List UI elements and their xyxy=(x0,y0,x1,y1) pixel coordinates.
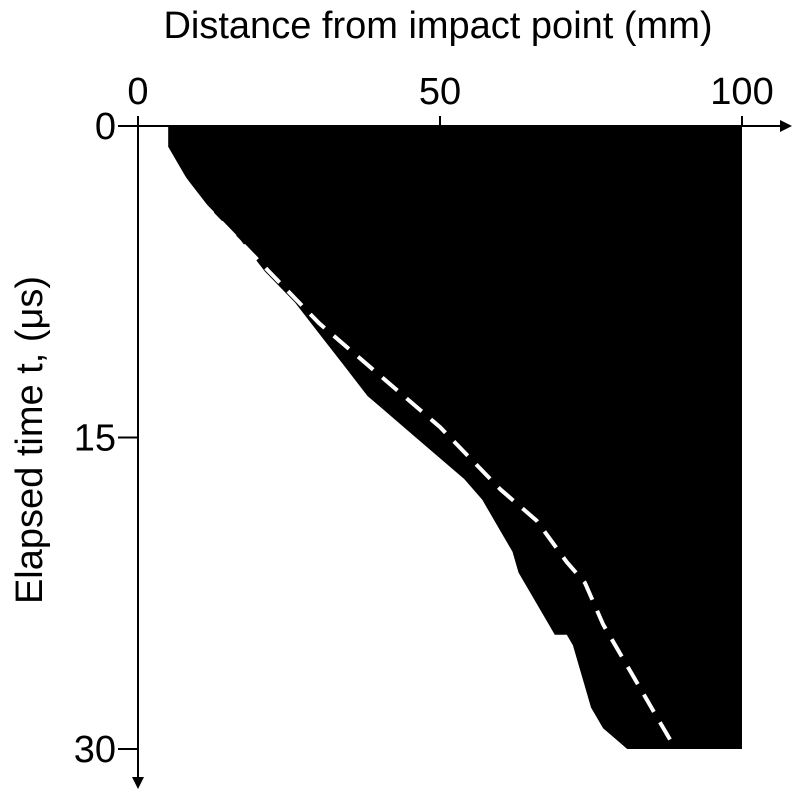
x-tick-label: 100 xyxy=(710,71,773,113)
y-tick-label: 0 xyxy=(95,106,116,148)
x-axis-arrow-icon xyxy=(780,120,792,132)
y-axis: 0 15 30 xyxy=(74,106,144,789)
x-tick-label: 50 xyxy=(419,71,461,113)
x-axis-title: Distance from impact point (mm) xyxy=(163,5,712,47)
plot-area xyxy=(160,126,742,751)
x-tick-label: 0 xyxy=(127,71,148,113)
y-axis-arrow-icon xyxy=(132,777,144,789)
y-tick-label: 30 xyxy=(74,729,116,771)
y-axis-title: Elapsed time t, (μs) xyxy=(9,276,51,604)
dashed-line-series xyxy=(160,145,678,751)
filled-region-series xyxy=(168,126,742,749)
y-tick-label: 15 xyxy=(74,418,116,460)
x-axis: 0 50 100 xyxy=(118,71,792,132)
